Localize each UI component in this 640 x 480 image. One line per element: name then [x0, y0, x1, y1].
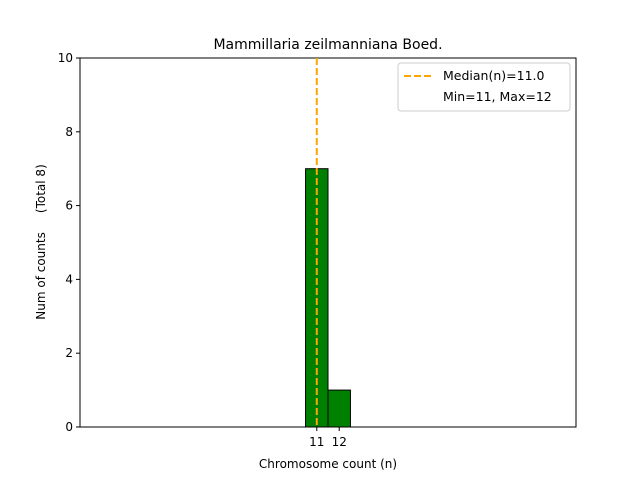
y-tick-label: 2 [65, 346, 73, 360]
x-tick-label: 12 [332, 435, 347, 449]
y-tick-label: 10 [58, 51, 73, 65]
legend-entry-range: Min=11, Max=12 [443, 89, 552, 104]
plot-area [79, 57, 577, 428]
legend: Median(n)=11.0 Min=11, Max=12 [397, 62, 571, 112]
y-tick-label: 0 [65, 420, 73, 434]
y-tick-label: 6 [65, 199, 73, 213]
y-tick-label: 4 [65, 272, 73, 286]
chart-title: Mammillaria zeilmanniana Boed. [213, 37, 442, 53]
y-tick-label: 8 [65, 125, 73, 139]
y-axis: 0 2 4 6 8 10 [58, 51, 80, 434]
legend-entry-median: Median(n)=11.0 [443, 68, 544, 83]
legend-box [397, 62, 571, 112]
y-axis-label: Num of counts (Total 8) [34, 164, 48, 319]
x-axis: 11 12 [309, 427, 347, 449]
bar-12 [327, 389, 351, 428]
x-axis-label: Chromosome count (n) [259, 457, 397, 471]
x-tick-label: 11 [309, 435, 324, 449]
